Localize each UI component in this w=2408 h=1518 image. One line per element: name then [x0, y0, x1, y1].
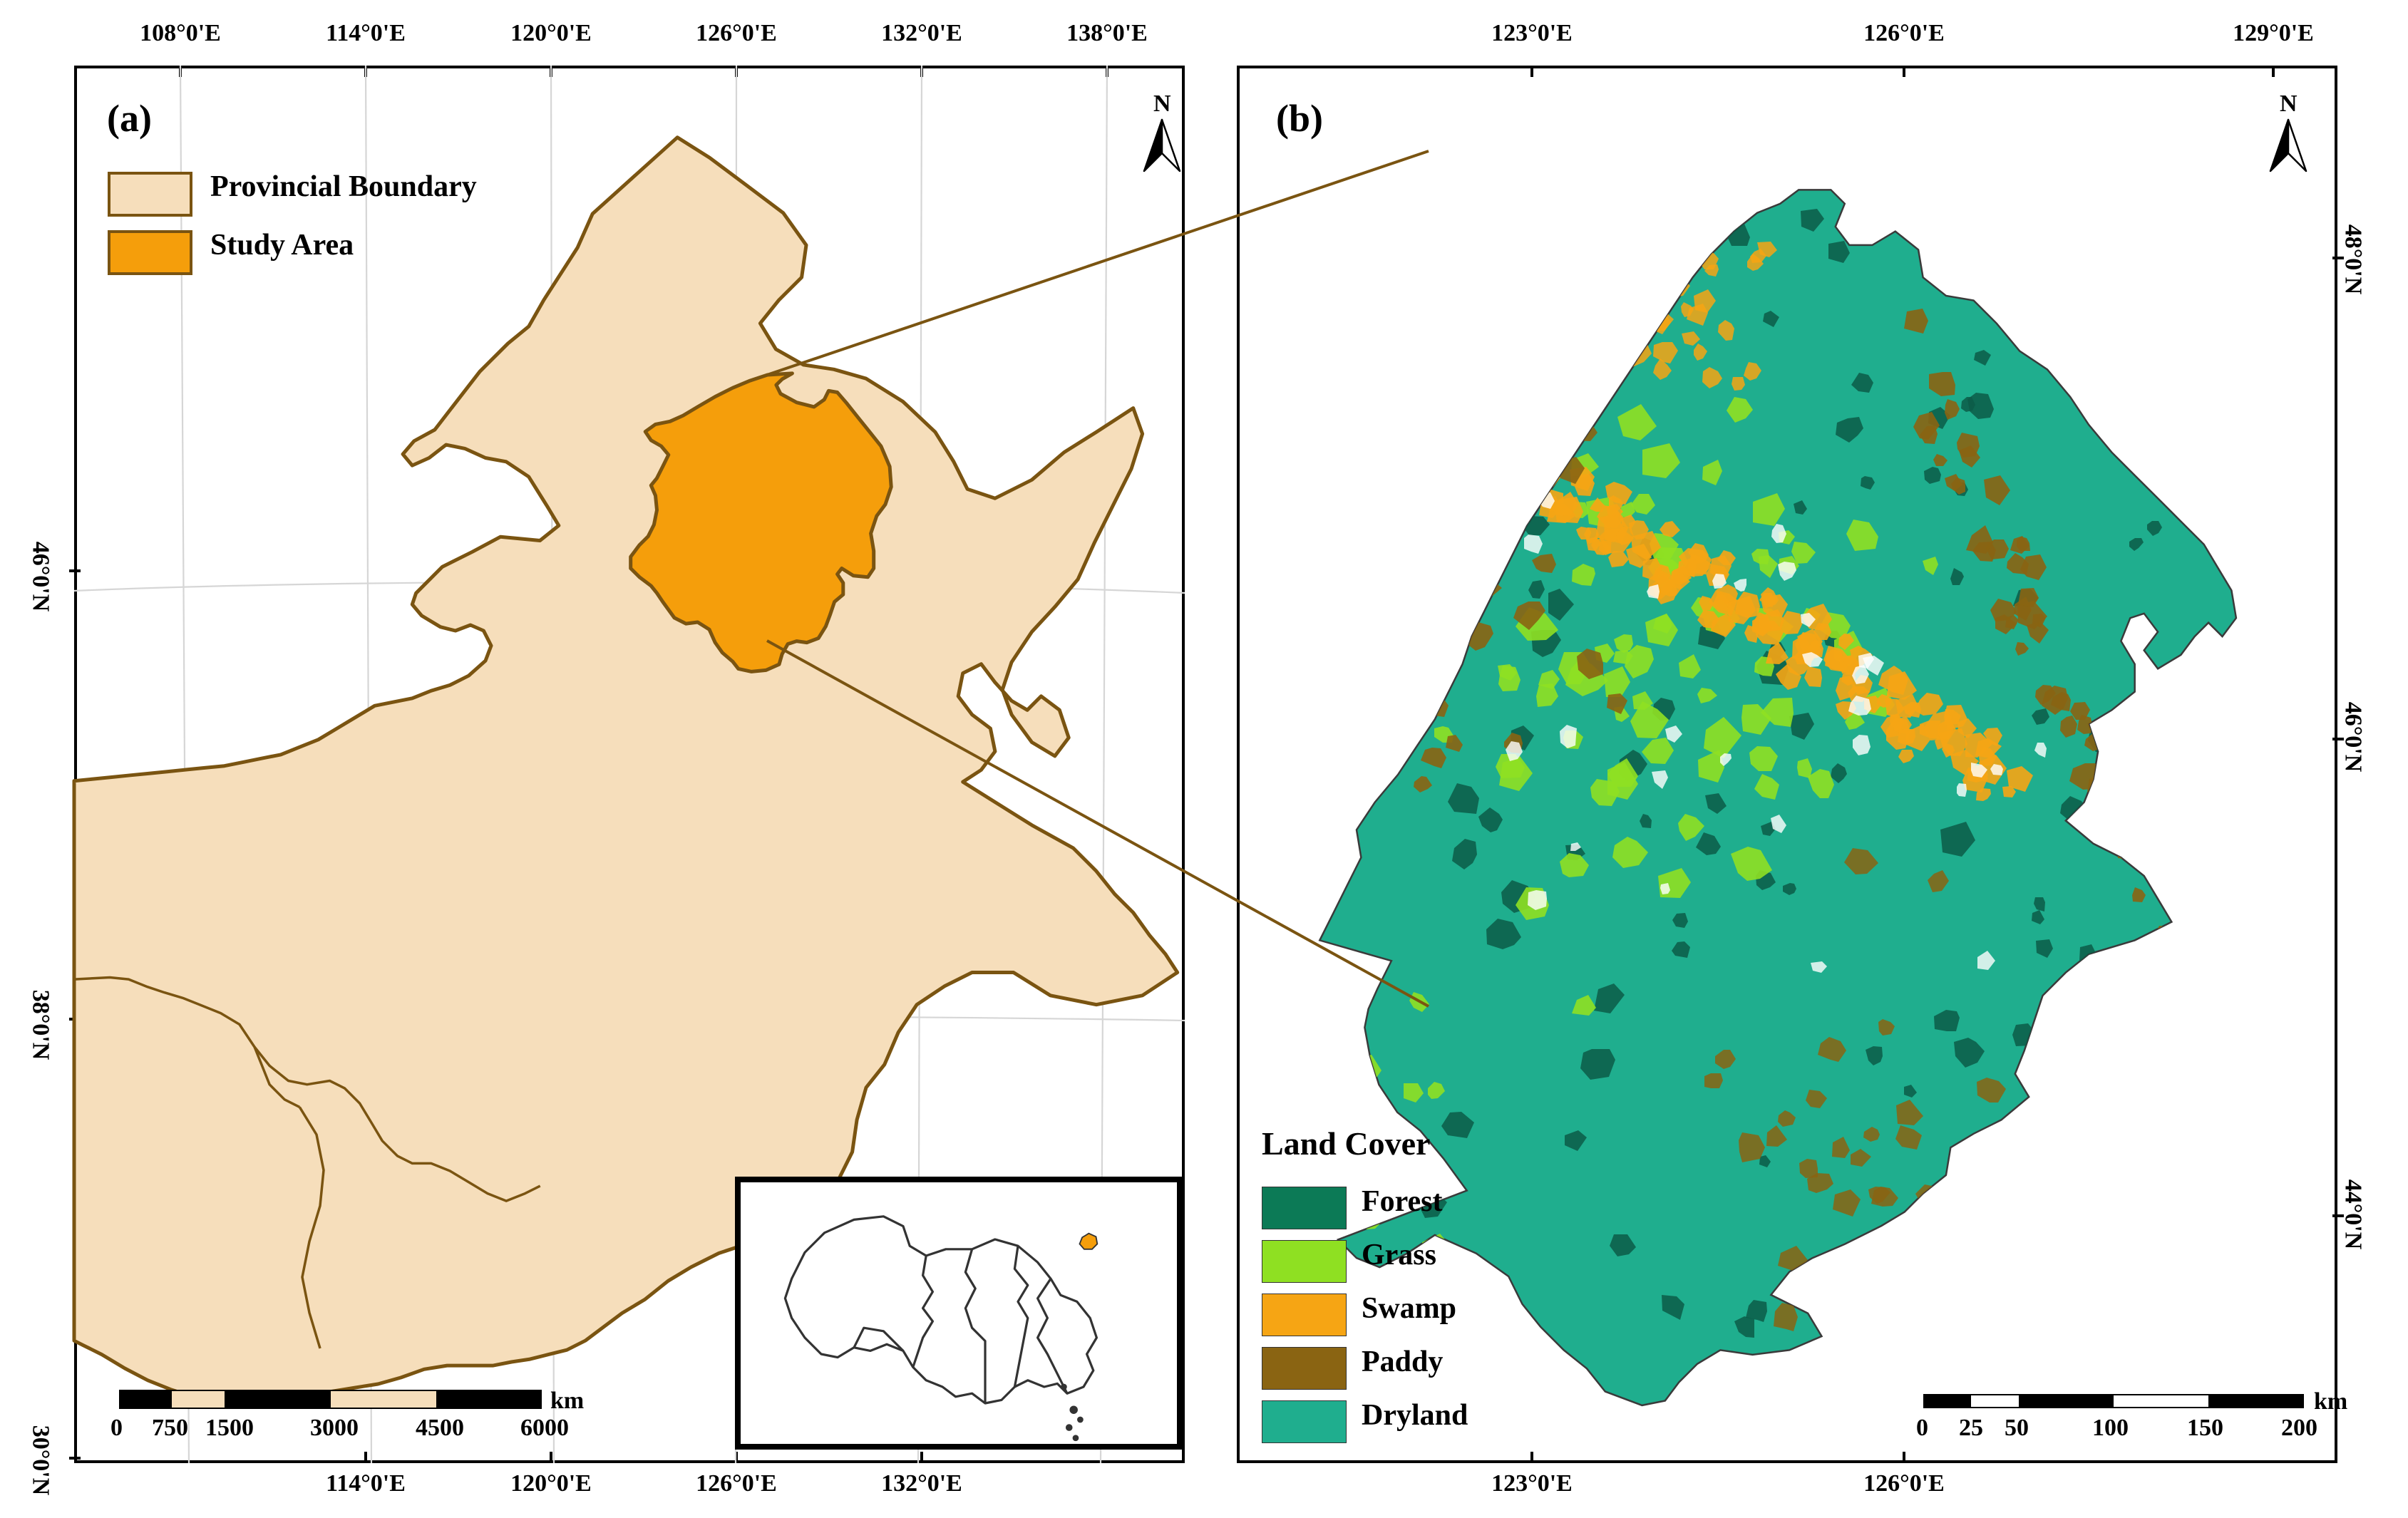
svg-text:N: N — [1153, 91, 1171, 117]
svg-text:N: N — [2280, 91, 2298, 117]
